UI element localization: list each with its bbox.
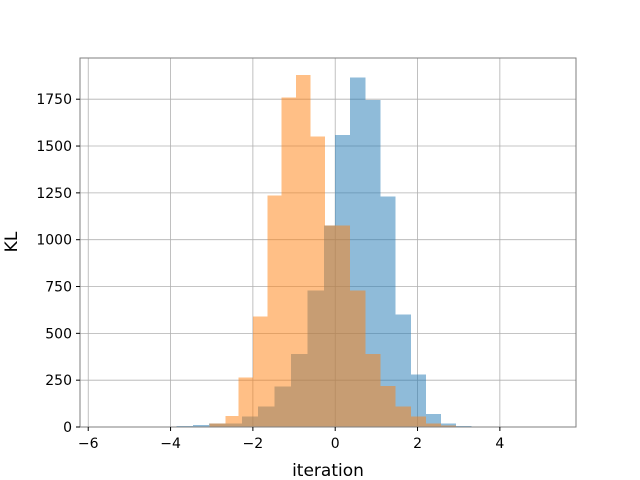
y-tick-label: 1750 xyxy=(36,92,72,108)
histogram-bar-series-2 xyxy=(425,423,441,427)
plot-frame xyxy=(79,57,577,428)
histogram-bar-series-2 xyxy=(410,416,426,427)
histogram-bar-series-2 xyxy=(267,195,282,427)
axis-ticks: −6 −4 −2 0 2 4 0 250 500 750 1000 1250 1500 1750 xyxy=(36,92,504,452)
y-axis-label: KL xyxy=(2,231,22,252)
histogram-bar-series-2 xyxy=(324,225,336,427)
histogram-bar-series-1 xyxy=(395,314,411,427)
histogram-bar-series-2 xyxy=(281,97,297,427)
y-tick-label: 500 xyxy=(45,326,72,342)
histogram-bar-series-1 xyxy=(410,374,426,427)
x-tick-label: −2 xyxy=(243,436,264,452)
y-tick-label: 1500 xyxy=(36,139,72,155)
histogram-bar-series-2 xyxy=(252,316,268,427)
histogram-bar-series-2 xyxy=(296,74,311,428)
y-tick-label: 750 xyxy=(45,280,72,296)
histogram-bar-series-2 xyxy=(380,385,396,427)
histogram-bar-series-2 xyxy=(335,225,351,427)
y-tick-label: 250 xyxy=(45,373,72,389)
histogram-bar-series-1 xyxy=(365,100,381,428)
histogram-bar-series-2 xyxy=(225,416,239,427)
y-tick-label: 1250 xyxy=(36,186,72,202)
x-tick-label: −4 xyxy=(160,436,181,452)
x-axis-label: iteration xyxy=(292,461,364,480)
y-tick-label: 0 xyxy=(63,420,72,436)
x-tick-label: −6 xyxy=(78,436,99,452)
grid-lines xyxy=(80,58,576,428)
histogram-bar-series-2 xyxy=(350,290,366,427)
x-tick-label: 4 xyxy=(495,436,504,452)
histogram-bar-series-1 xyxy=(380,196,396,427)
x-tick-label: 0 xyxy=(331,436,340,452)
histogram-bar-series-1 xyxy=(192,425,209,427)
histogram-bar-series-2 xyxy=(310,136,325,427)
histogram-bar-series-2 xyxy=(238,377,253,427)
histogram-bar-series-2 xyxy=(440,425,457,427)
histogram-bar-series-1 xyxy=(440,423,457,427)
histogram-bar-series-2 xyxy=(209,423,226,427)
histogram-bar-series-2 xyxy=(395,406,411,427)
y-tick-label: 1000 xyxy=(36,233,72,249)
x-tick-label: 2 xyxy=(413,436,422,452)
histogram-bars xyxy=(93,74,487,428)
histogram-bar-series-2 xyxy=(365,353,381,427)
